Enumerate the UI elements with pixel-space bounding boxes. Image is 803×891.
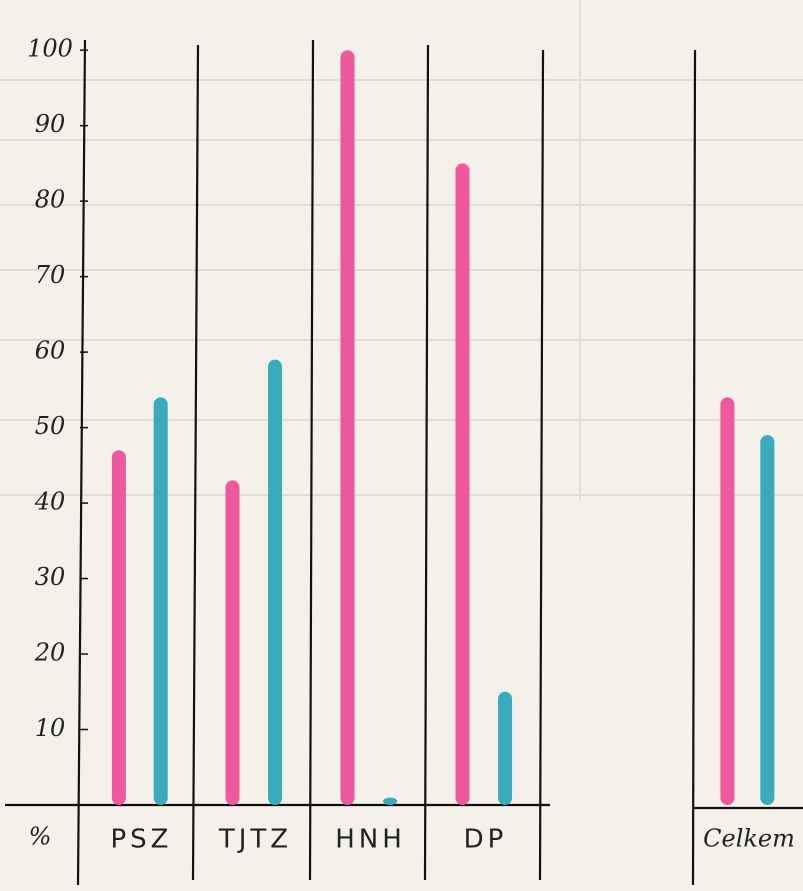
y-tick-label: 10 [35, 714, 66, 742]
x-tick-label: HNH [335, 825, 406, 855]
y-tick-label: 70 [35, 261, 66, 289]
bar [760, 435, 775, 805]
y-tick-label: 30 [35, 563, 66, 591]
bar [225, 480, 240, 805]
y-tick-label: 20 [34, 639, 66, 667]
x-tick-label: Celkem [703, 825, 795, 853]
x-tick-label: PSZ [111, 825, 173, 855]
y-tick-label: 40 [34, 488, 66, 516]
y-tick-label: 90 [35, 110, 66, 138]
bar [498, 691, 513, 805]
x-tick-label: DP [464, 825, 508, 855]
bar [340, 50, 355, 805]
bar [455, 163, 470, 806]
y-tick-label: 80 [35, 186, 66, 214]
bar [111, 450, 126, 805]
bar [153, 397, 168, 805]
bar [720, 397, 735, 805]
y-tick-label: 100 [27, 35, 73, 63]
x-tick-label: TJTZ [218, 825, 292, 855]
y-tick-label: 60 [35, 337, 66, 365]
y-axis-label: % [29, 823, 52, 851]
background-table [0, 0, 803, 500]
bar [268, 359, 283, 805]
bar [383, 797, 398, 805]
y-tick-label: 50 [35, 412, 66, 440]
frame [5, 39, 803, 886]
